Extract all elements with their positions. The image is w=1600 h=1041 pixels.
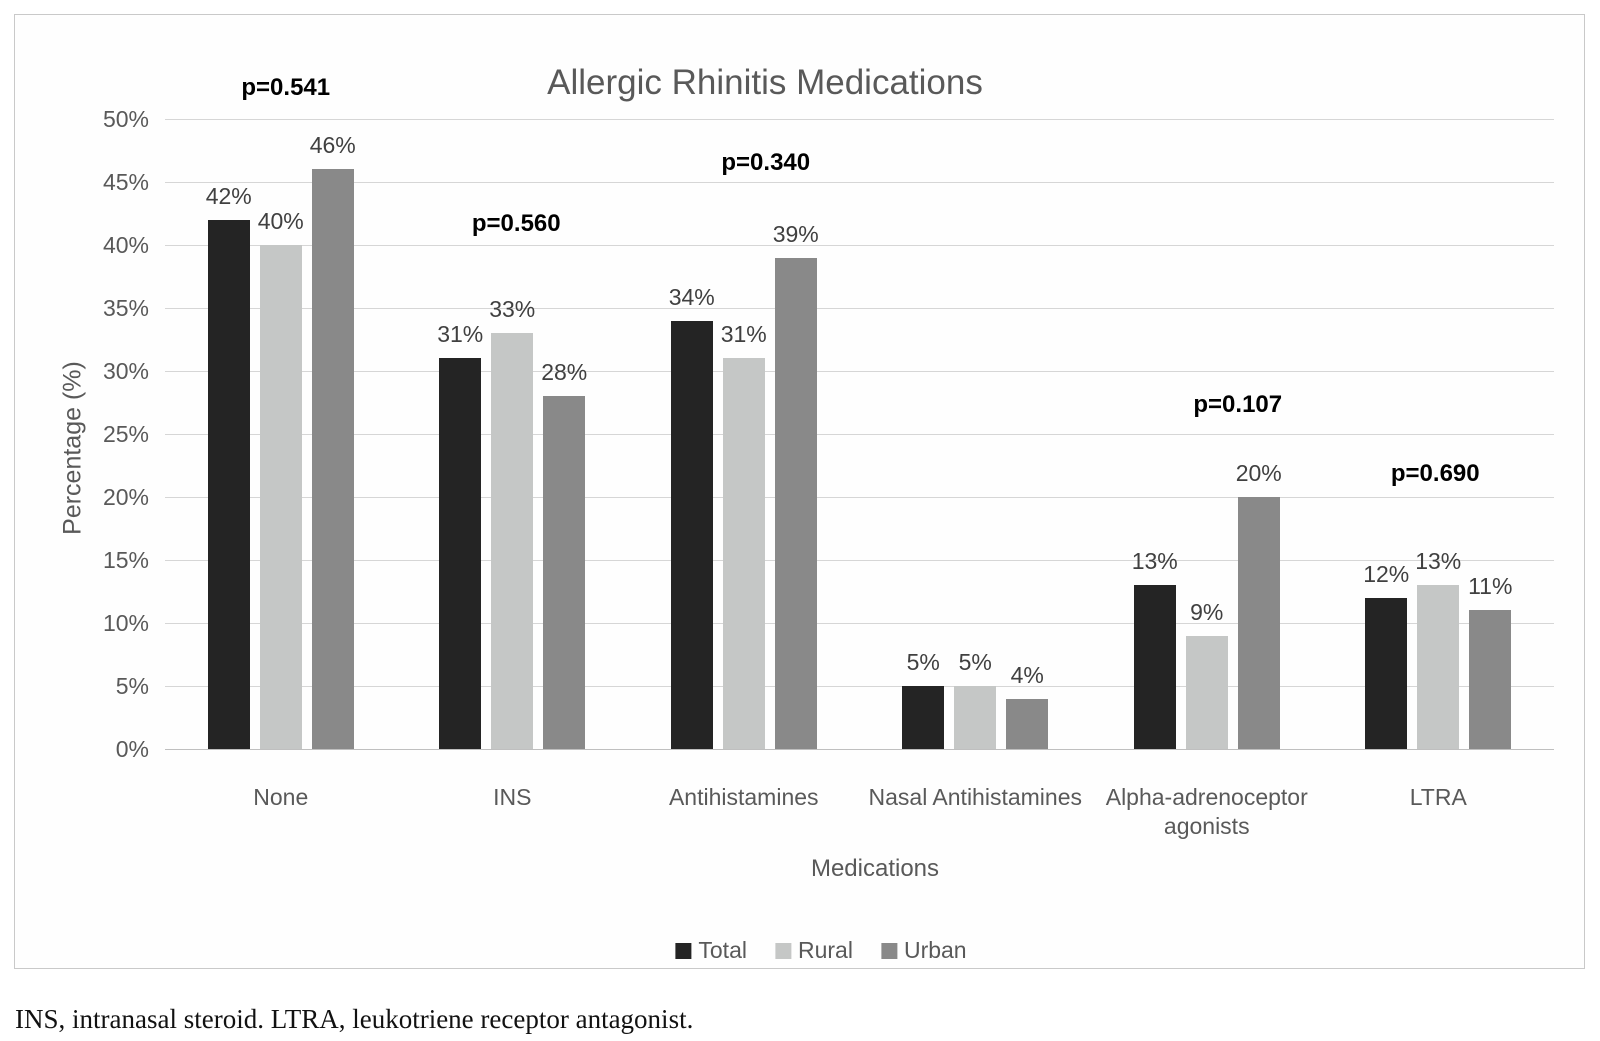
- legend: Total Rural Urban: [675, 937, 967, 964]
- value-label-rural-ltra: 13%: [1415, 548, 1462, 575]
- bar-total-none: [207, 219, 250, 749]
- gridline-35: [165, 308, 1554, 309]
- y-tick-label-10: 10%: [102, 610, 149, 636]
- legend-label-rural: Rural: [797, 937, 853, 963]
- gridline-10: [165, 623, 1554, 624]
- y-tick-label-5: 5%: [115, 673, 149, 699]
- bar-total-antihistamines: [670, 320, 713, 749]
- value-label-total-nasal-antihistamines: 5%: [906, 649, 940, 675]
- legend-swatch-total: [675, 942, 692, 959]
- legend-swatch-urban: [880, 942, 897, 959]
- legend-item-rural: Rural: [774, 937, 853, 964]
- bar-rural-none: [259, 245, 302, 749]
- bar-total-ltra: [1365, 597, 1408, 749]
- chart-title: Allergic Rhinitis Medications: [547, 63, 983, 102]
- gridline-0: [165, 749, 1554, 750]
- legend-label-urban: Urban: [903, 937, 967, 963]
- legend-item-urban: Urban: [880, 937, 967, 964]
- category-label-ltra: LTRA: [1409, 784, 1467, 810]
- y-tick-label-35: 35%: [102, 295, 149, 321]
- bar-total-ins: [439, 358, 482, 749]
- bar-urban-ins: [543, 396, 586, 749]
- x-axis-title: Medications: [810, 855, 940, 882]
- y-tick-label-45: 45%: [102, 169, 149, 195]
- y-tick-label-15: 15%: [102, 547, 149, 573]
- gridline-15: [165, 560, 1554, 561]
- bar-rural-alpha-adrenoceptor-agonists: [1185, 635, 1228, 749]
- value-label-urban-nasal-antihistamines: 4%: [1010, 661, 1044, 688]
- legend-item-total: Total: [675, 937, 747, 964]
- bar-urban-nasal-antihistamines: [1006, 698, 1049, 749]
- bar-rural-nasal-antihistamines: [954, 686, 997, 749]
- gridline-5: [165, 686, 1554, 687]
- y-tick-label-40: 40%: [102, 232, 149, 258]
- value-label-rural-alpha-adrenoceptor-agonists: 9%: [1190, 598, 1224, 625]
- value-label-urban-alpha-adrenoceptor-agonists: 20%: [1235, 460, 1282, 486]
- value-label-rural-nasal-antihistamines: 5%: [958, 649, 992, 675]
- p-value-alpha-adrenoceptor-agonists: p=0.107: [1193, 391, 1283, 419]
- category-label-ins: INS: [493, 784, 532, 810]
- gridline-45: [165, 182, 1554, 183]
- y-tick-label-0: 0%: [115, 736, 149, 762]
- gridline-25: [165, 434, 1554, 435]
- value-label-total-antihistamines: 34%: [668, 283, 715, 310]
- value-label-rural-none: 40%: [257, 208, 304, 234]
- category-label-none: None: [253, 784, 309, 810]
- p-value-ins: p=0.560: [471, 209, 561, 237]
- bar-urban-alpha-adrenoceptor-agonists: [1237, 497, 1280, 749]
- bar-rural-ins: [491, 333, 534, 749]
- value-label-urban-antihistamines: 39%: [772, 220, 819, 247]
- value-label-total-none: 42%: [205, 182, 252, 209]
- bar-urban-ltra: [1469, 610, 1512, 749]
- gridline-40: [165, 245, 1554, 246]
- bar-urban-antihistamines: [774, 257, 817, 749]
- y-tick-label-20: 20%: [102, 484, 149, 510]
- category-label-alpha-adrenoceptor-agonists: Alpha-adrenoceptor agonists: [1105, 784, 1308, 839]
- value-label-urban-ins: 28%: [541, 359, 588, 386]
- value-label-rural-antihistamines: 31%: [720, 321, 767, 348]
- p-value-ltra: p=0.690: [1390, 460, 1480, 488]
- value-label-total-alpha-adrenoceptor-agonists: 13%: [1131, 548, 1178, 575]
- chart-figure: Allergic Rhinitis Medications Percentage…: [14, 14, 1585, 969]
- y-tick-label-25: 25%: [102, 421, 149, 447]
- value-label-total-ins: 31%: [437, 321, 484, 348]
- gridline-30: [165, 371, 1554, 372]
- legend-label-total: Total: [698, 937, 747, 963]
- bar-total-nasal-antihistamines: [902, 686, 945, 749]
- bar-urban-none: [311, 169, 354, 749]
- legend-swatch-rural: [774, 942, 791, 959]
- category-label-antihistamines: Antihistamines: [668, 784, 819, 810]
- bar-rural-antihistamines: [722, 358, 765, 749]
- value-label-urban-ltra: 11%: [1468, 573, 1513, 600]
- y-tick-label-50: 50%: [102, 106, 149, 132]
- value-label-urban-none: 46%: [309, 132, 356, 159]
- category-label-nasal-antihistamines: Nasal Antihistamines: [868, 784, 1083, 810]
- gridline-20: [165, 497, 1554, 498]
- bar-rural-ltra: [1417, 585, 1460, 749]
- y-tick-label-30: 30%: [102, 358, 149, 384]
- value-label-rural-ins: 33%: [489, 296, 536, 323]
- value-label-total-ltra: 12%: [1363, 560, 1410, 587]
- bar-total-alpha-adrenoceptor-agonists: [1133, 585, 1176, 749]
- p-value-antihistamines: p=0.340: [721, 149, 811, 177]
- p-value-none: p=0.541: [241, 73, 331, 101]
- footnote: INS, intranasal steroid. LTRA, leukotrie…: [15, 1004, 694, 1034]
- gridline-50: [165, 119, 1554, 120]
